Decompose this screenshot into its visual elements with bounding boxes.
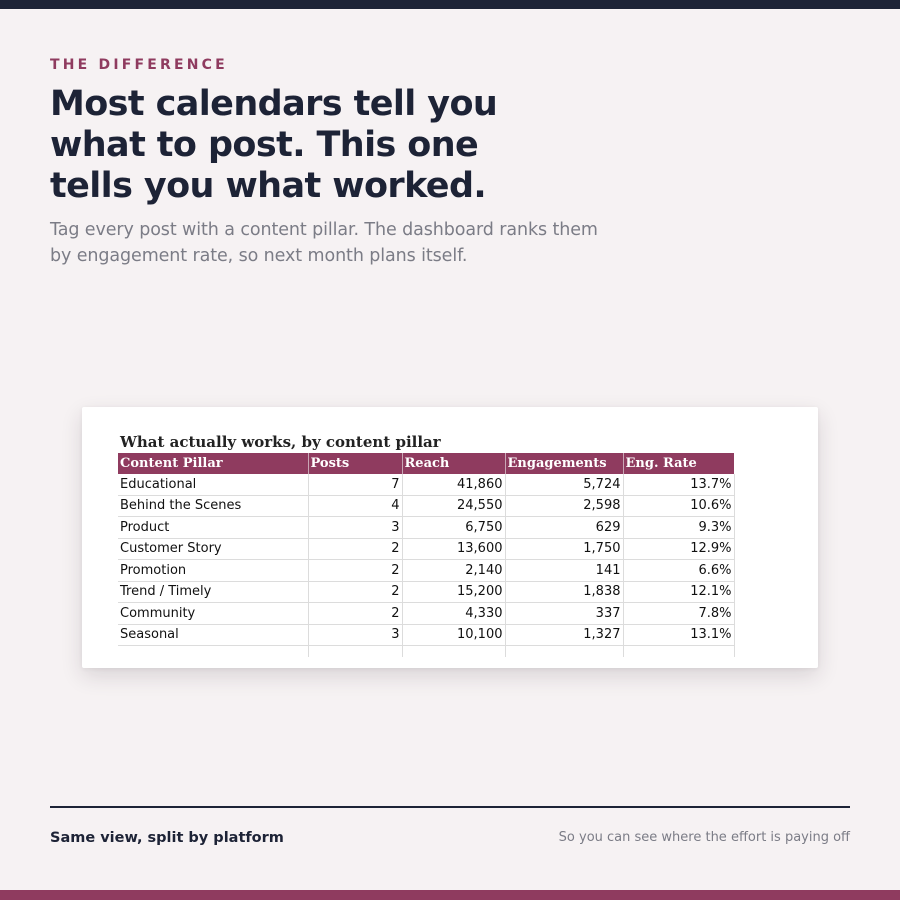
subheadline-line-2: by engagement rate, so next month plans … <box>50 246 468 266</box>
cell-pillar: Behind the Scenes <box>118 495 309 517</box>
table-row: Community 2 4,330 337 7.8% <box>118 602 735 625</box>
cell-posts: 2 <box>308 581 403 603</box>
cell-engagements: 629 <box>505 516 624 539</box>
top-accent-bar <box>0 0 900 9</box>
cell-engagements: 1,750 <box>505 538 624 560</box>
spreadsheet-screenshot-card: What actually works, by content pillar C… <box>82 407 818 668</box>
cell-reach: 6,750 <box>402 516 506 539</box>
footer-note: So you can see where the effort is payin… <box>558 830 850 845</box>
eyebrow-label: THE DIFFERENCE <box>50 57 228 73</box>
bottom-accent-bar <box>0 890 900 900</box>
cell-pillar: Educational <box>118 474 309 496</box>
cell-eng-rate: 7.8% <box>623 602 735 625</box>
cell-posts: 4 <box>308 495 403 517</box>
cell-reach: 24,550 <box>402 495 506 517</box>
table-row: Promotion 2 2,140 141 6.6% <box>118 559 735 582</box>
cell-empty <box>402 645 506 657</box>
subheadline: Tag every post with a content pillar. Th… <box>50 217 610 269</box>
cell-reach: 13,600 <box>402 538 506 560</box>
cell-reach: 15,200 <box>402 581 506 603</box>
cell-eng-rate: 13.1% <box>623 624 735 646</box>
cell-engagements: 141 <box>505 559 624 582</box>
cell-empty <box>308 645 403 657</box>
cell-empty <box>623 645 735 657</box>
cell-engagements: 337 <box>505 602 624 625</box>
cell-pillar: Trend / Timely <box>118 581 309 603</box>
cell-reach: 2,140 <box>402 559 506 582</box>
headline-line-2: what to post. This one <box>50 125 479 165</box>
column-header-engagements: Engagements <box>505 453 624 474</box>
column-header-posts: Posts <box>308 453 403 474</box>
headline-line-3: tells you what worked. <box>50 166 487 206</box>
cell-posts: 2 <box>308 559 403 582</box>
cell-pillar: Customer Story <box>118 538 309 560</box>
subheadline-line-1: Tag every post with a content pillar. Th… <box>50 220 598 240</box>
footer-caption: Same view, split by platform <box>50 830 284 846</box>
cell-eng-rate: 12.9% <box>623 538 735 560</box>
cell-posts: 3 <box>308 624 403 646</box>
cell-reach: 41,860 <box>402 474 506 496</box>
table-row: Customer Story 2 13,600 1,750 12.9% <box>118 538 735 560</box>
cell-pillar: Product <box>118 516 309 539</box>
headline-line-1: Most calendars tell you <box>50 84 498 124</box>
cell-posts: 2 <box>308 538 403 560</box>
cell-posts: 3 <box>308 516 403 539</box>
cell-engagements: 1,327 <box>505 624 624 646</box>
column-header-content-pillar: Content Pillar <box>118 453 309 474</box>
footer-divider <box>50 806 850 808</box>
cell-eng-rate: 10.6% <box>623 495 735 517</box>
table-row-empty <box>118 645 735 657</box>
cell-eng-rate: 13.7% <box>623 474 735 496</box>
table-header-row: Content Pillar Posts Reach Engagements E… <box>118 453 734 474</box>
table-row: Trend / Timely 2 15,200 1,838 12.1% <box>118 581 735 603</box>
cell-posts: 2 <box>308 602 403 625</box>
cell-reach: 10,100 <box>402 624 506 646</box>
table-row: Seasonal 3 10,100 1,327 13.1% <box>118 624 735 646</box>
cell-eng-rate: 9.3% <box>623 516 735 539</box>
cell-pillar: Community <box>118 602 309 625</box>
cell-engagements: 1,838 <box>505 581 624 603</box>
table-row: Product 3 6,750 629 9.3% <box>118 516 735 539</box>
cell-eng-rate: 6.6% <box>623 559 735 582</box>
cell-engagements: 2,598 <box>505 495 624 517</box>
column-header-reach: Reach <box>402 453 506 474</box>
cell-pillar: Promotion <box>118 559 309 582</box>
cell-engagements: 5,724 <box>505 474 624 496</box>
cell-reach: 4,330 <box>402 602 506 625</box>
headline: Most calendars tell you what to post. Th… <box>50 84 610 207</box>
cell-empty <box>505 645 624 657</box>
table-row: Educational 7 41,860 5,724 13.7% <box>118 474 735 496</box>
table-row: Behind the Scenes 4 24,550 2,598 10.6% <box>118 495 735 517</box>
cell-pillar: Seasonal <box>118 624 309 646</box>
sheet-title: What actually works, by content pillar <box>120 433 441 451</box>
column-header-eng-rate: Eng. Rate <box>623 453 734 474</box>
cell-posts: 7 <box>308 474 403 496</box>
cell-empty <box>118 645 309 657</box>
content-pillar-table: Content Pillar Posts Reach Engagements E… <box>118 453 735 657</box>
cell-eng-rate: 12.1% <box>623 581 735 603</box>
